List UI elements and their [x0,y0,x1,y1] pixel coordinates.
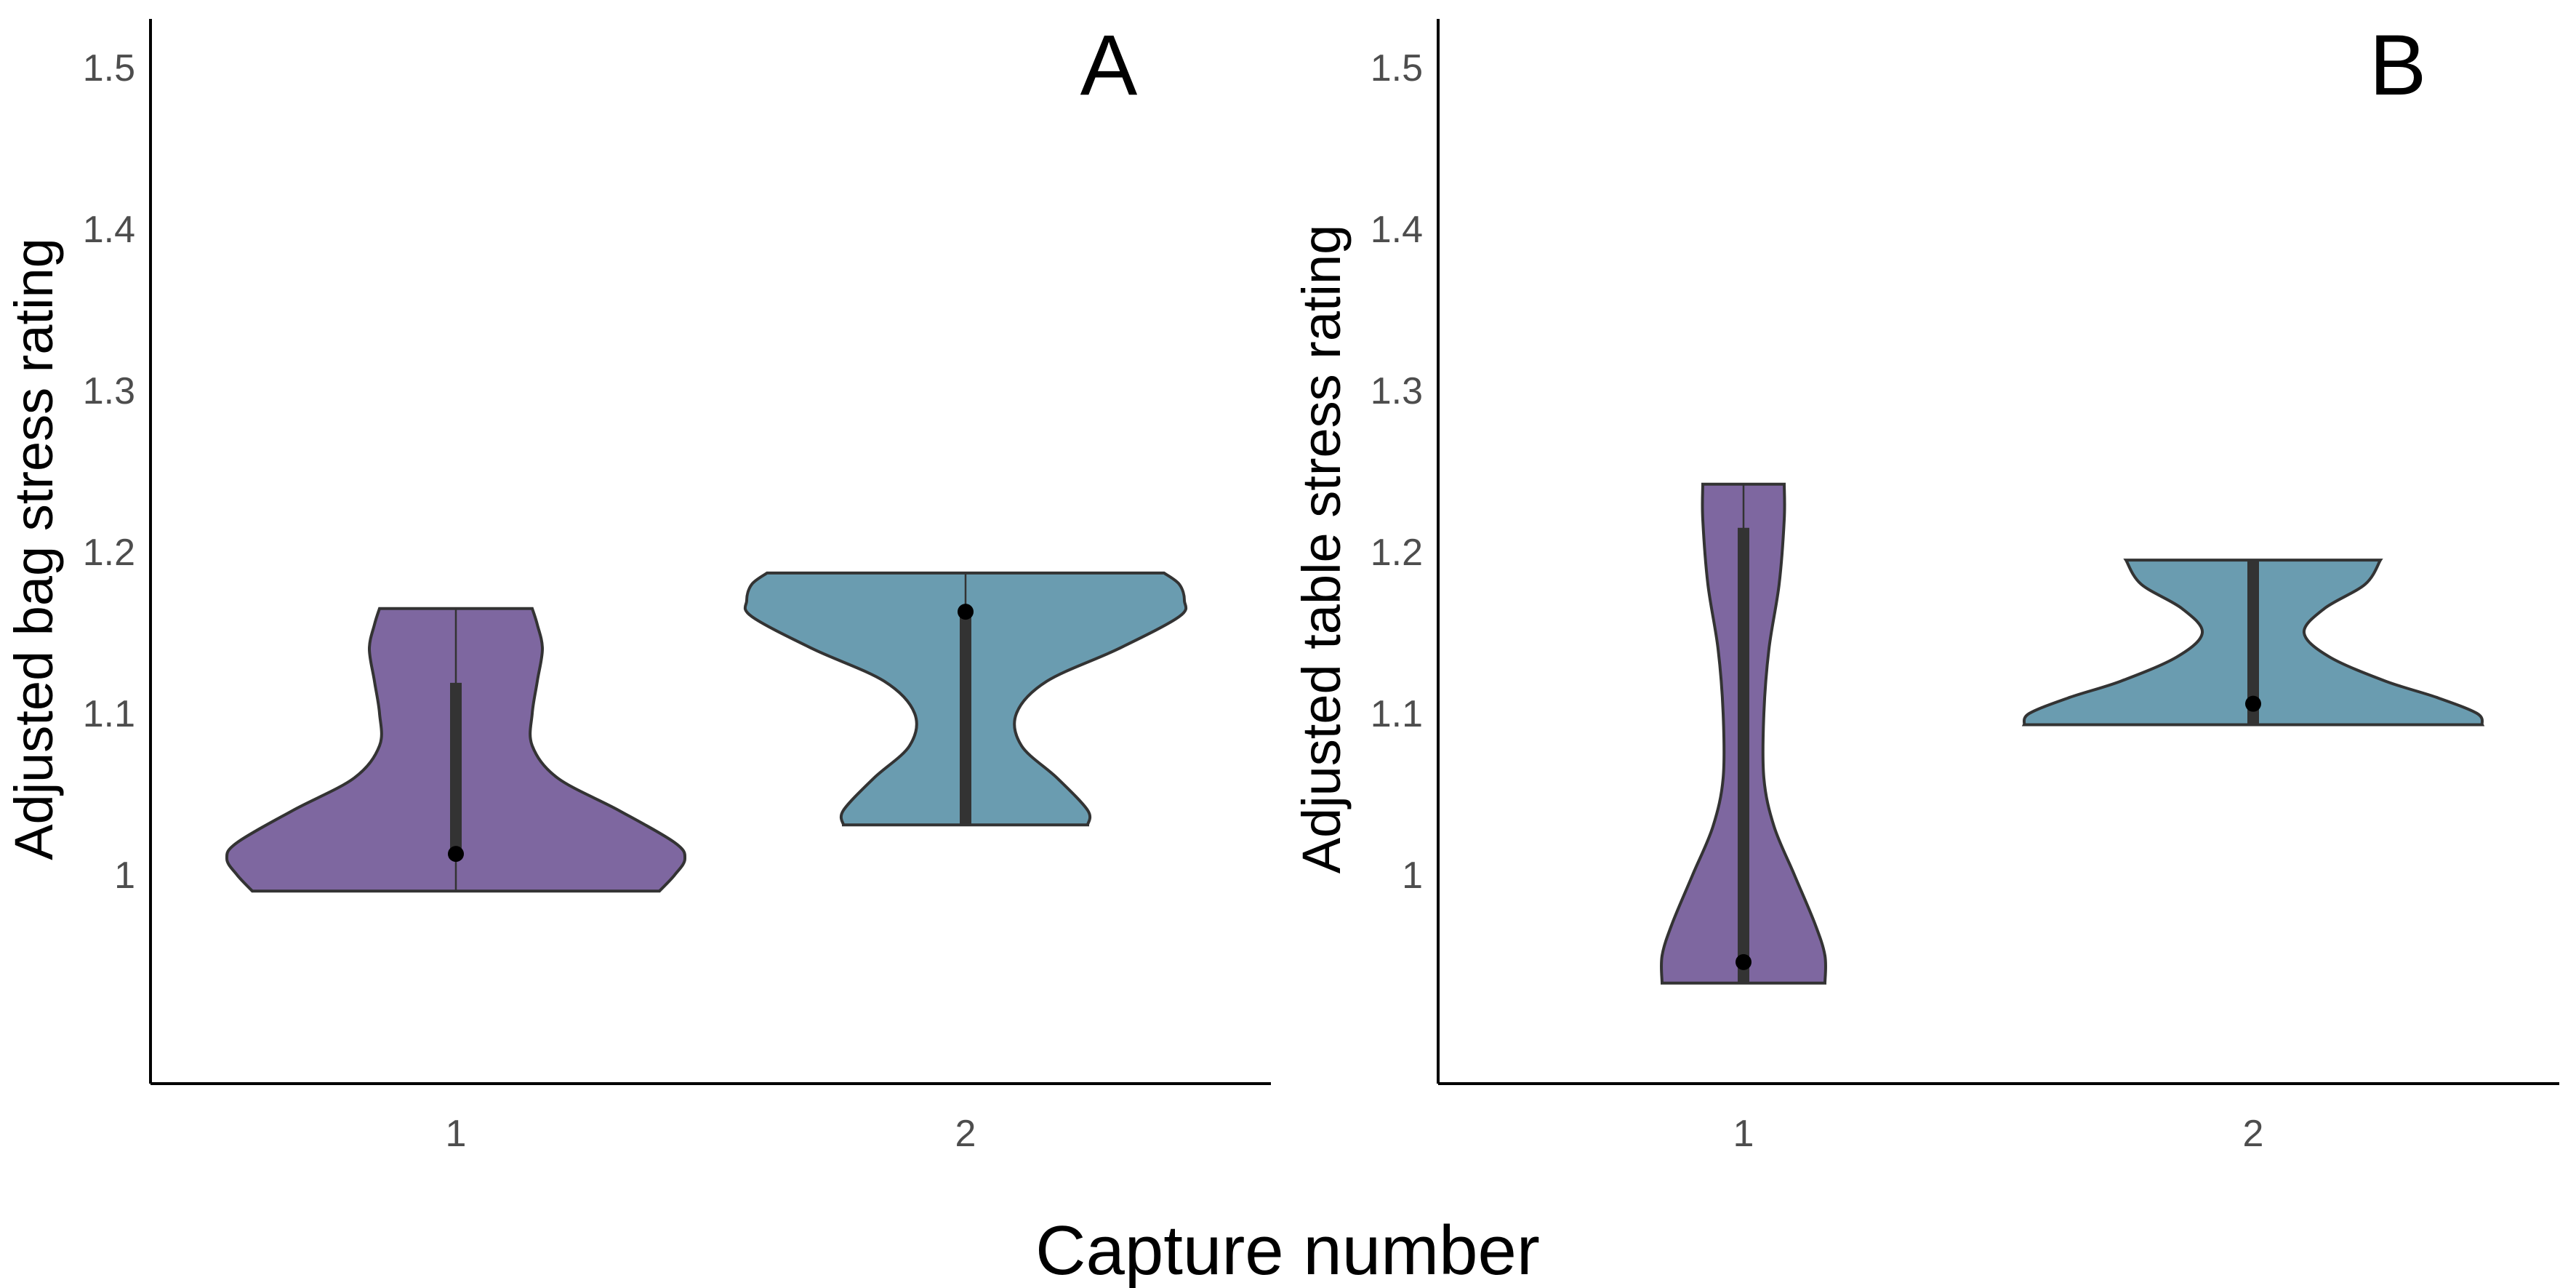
panel-label: A [1080,17,1138,113]
y-tick-label: 1.4 [83,209,135,251]
x-tick-label: 2 [2243,1113,2264,1155]
y-tick-label: 1.2 [1371,532,1423,574]
center-point [2245,695,2261,712]
y-tick-label: 1 [114,855,135,897]
x-tick-label: 2 [955,1113,976,1155]
center-point [448,846,464,863]
center-point [1736,953,1752,970]
y-tick-label: 1 [1402,855,1423,897]
panel-label: B [2370,17,2427,113]
y-tick-label: 1.5 [1371,47,1423,89]
y-axis-title: Adjusted table stress rating [1291,225,1352,874]
y-tick-label: 1.2 [83,532,135,574]
y-tick-label: 1.3 [1371,370,1423,412]
x-tick-label: 1 [1733,1113,1754,1155]
y-tick-label: 1.4 [1371,209,1423,251]
y-tick-label: 1.3 [83,370,135,412]
y-tick-label: 1.5 [83,47,135,89]
panel-b: 1 1.1 1.2 1.3 1.4 1.5 1 2 Adjusted table stress … [1291,17,2559,1155]
y-tick-label: 1.1 [1371,693,1423,735]
panel-a: 1 1.1 1.2 1.3 1.4 1.5 1 2 Adjusted bag stress ra… [4,17,1271,1155]
center-point [958,604,974,620]
x-tick-label: 1 [446,1113,467,1155]
y-axis-title: Adjusted bag stress rating [4,238,64,860]
shared-x-axis-title: Capture number [1035,1212,1540,1288]
y-tick-label: 1.1 [83,693,135,735]
